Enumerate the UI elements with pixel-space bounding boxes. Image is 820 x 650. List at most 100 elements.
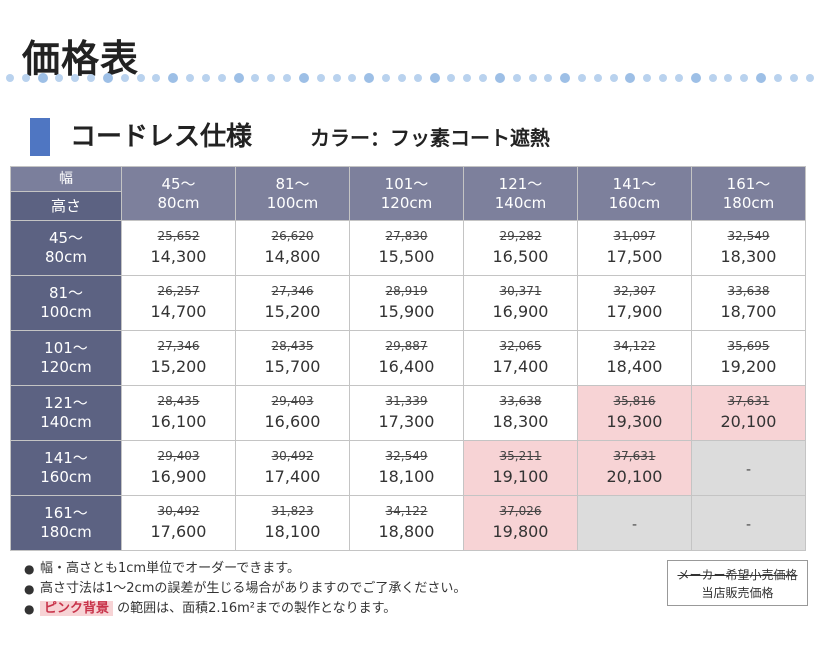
price-cell: 28,435 15,700 [235,330,350,386]
price-cell: 32,307 17,900 [577,275,692,331]
column-range-end: 180cm [722,193,775,212]
divider-dot [71,74,80,82]
column-range-start: 81〜 [275,174,310,193]
original-price: 35,695 [727,338,770,353]
column-header-row: 幅 高さ 45〜 80cm 81〜 100cm 101〜 120cm 121〜 140cm 14… [10,166,806,221]
unavailable-mark: - [631,516,638,533]
price-cell: - [691,495,806,551]
divider-dot [316,74,325,82]
price-cell: 26,257 14,700 [121,275,236,331]
sale-price: 20,100 [720,411,777,431]
original-price: 29,282 [499,228,542,243]
divider-dot [152,74,161,82]
original-price: 28,435 [271,338,314,353]
sale-price: 15,700 [264,356,321,376]
pink-background-label: ピンク背景 [40,601,114,616]
price-cell: 27,830 15,500 [349,220,464,276]
sale-price: 16,900 [492,301,549,321]
sale-price: 18,100 [378,466,435,486]
legend-original-price: メーカー希望小売価格 [677,568,798,582]
price-cell: 33,638 18,700 [691,275,806,331]
row-range-end: 100cm [40,303,92,321]
divider-dot [659,74,668,82]
divider-dot [577,74,586,82]
divider-dot [593,74,602,82]
divider-dot [805,74,814,82]
sale-price: 16,600 [264,411,321,431]
height-label: 高さ [50,197,81,215]
original-price: 25,652 [157,228,200,243]
divider-dot [773,74,782,82]
column-range-start: 101〜 [384,174,429,193]
table-row: 161〜 180cm 30,492 17,600 31,823 18,100 34,122 1… [10,495,806,551]
price-cell: 29,403 16,900 [121,440,236,496]
price-cell: 28,435 16,100 [121,385,236,441]
divider-dot [690,73,701,83]
unavailable-mark: - [745,516,752,533]
column-range-start: 121〜 [498,174,543,193]
price-cell: 29,282 16,500 [463,220,578,276]
color-subtitle: カラー：フッ素コート遮熱 [310,126,550,150]
row-header: 161〜 180cm [10,495,122,551]
original-price: 28,919 [385,283,428,298]
sale-price: 17,900 [606,301,663,321]
sale-price: 17,300 [378,411,435,431]
price-cell: 30,492 17,400 [235,440,350,496]
column-range-end: 160cm [608,193,661,212]
note-text: 高さ寸法は1〜2cmの誤差が生じる場合がありますのでご了承ください。 [40,581,467,596]
sale-price: 18,800 [378,521,435,541]
divider-dot [168,73,179,83]
price-cell: 29,403 16,600 [235,385,350,441]
row-range-start: 141〜 [44,449,88,467]
row-range-end: 180cm [40,523,92,541]
original-price: 32,549 [727,228,770,243]
original-price: 33,638 [499,393,542,408]
price-cell: 25,652 14,300 [121,220,236,276]
sale-price: 18,400 [606,356,663,376]
column-header: 81〜 100cm [235,166,350,221]
sale-price: 16,500 [492,246,549,266]
section-title: コードレス仕様 [70,122,253,152]
divider-dot [544,74,553,82]
price-cell: 26,620 14,800 [235,220,350,276]
sale-price: 14,300 [150,246,207,266]
original-price: 30,371 [499,283,542,298]
original-price: 28,435 [157,393,200,408]
divider-dot [479,74,488,82]
price-cell: 27,346 15,200 [121,330,236,386]
row-range-start: 45〜 [48,229,84,247]
column-range-end: 120cm [380,193,433,212]
original-price: 35,211 [499,448,542,463]
column-header: 141〜 160cm [577,166,692,221]
divider-dot [201,74,210,82]
sale-price: 18,300 [492,411,549,431]
column-range-start: 45〜 [161,174,196,193]
divider-dot [447,74,456,82]
price-cell: 37,631 20,100 [691,385,806,441]
sale-price: 19,200 [720,356,777,376]
note-item: ● 幅・高さとも1cm単位でオーダーできます。 [24,559,466,579]
table-row: 121〜 140cm 28,435 16,100 29,403 16,600 31,339 1… [10,385,806,441]
divider-dot [512,74,521,82]
divider-dot [267,74,276,82]
price-cell: 33,638 18,300 [463,385,578,441]
price-cell: 34,122 18,400 [577,330,692,386]
row-header: 121〜 140cm [10,385,122,441]
price-cell: 31,339 17,300 [349,385,464,441]
notes-list: ● 幅・高さとも1cm単位でオーダーできます。 ● 高さ寸法は1〜2cmの誤差が… [24,559,466,619]
price-cell: 37,026 19,800 [463,495,578,551]
bullet-icon: ● [24,602,35,616]
sale-price: 19,100 [492,466,549,486]
sale-price: 17,400 [492,356,549,376]
divider-dot [789,74,798,82]
price-cell: 29,887 16,400 [349,330,464,386]
sale-price: 19,300 [606,411,663,431]
divider-dot [332,74,341,82]
divider-dot [397,74,406,82]
divider-dot [55,74,64,82]
sale-price: 15,500 [378,246,435,266]
divider-dot [120,74,129,82]
price-cell: 34,122 18,800 [349,495,464,551]
row-range-start: 161〜 [44,504,88,522]
original-price: 30,492 [271,448,314,463]
